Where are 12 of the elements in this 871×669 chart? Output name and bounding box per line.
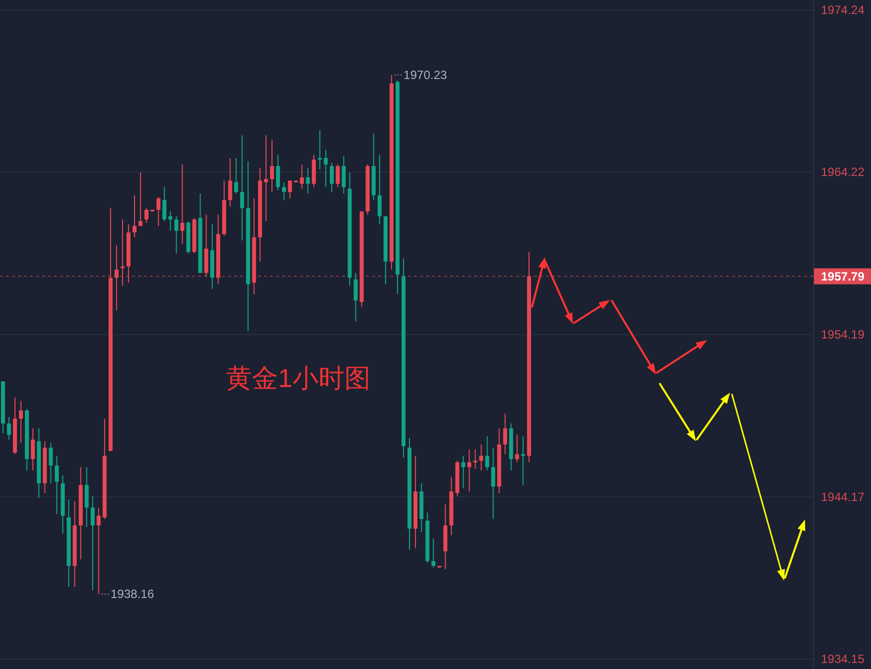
annotation: 1970.23 [404,68,448,82]
annotation: 黄金1小时图 [226,363,370,393]
annotation: 1938.16 [101,587,154,602]
y-tick-label: 1954.19 [821,328,865,342]
ref-line-label: 1957.79 [821,269,865,284]
y-tick-label: 1944.17 [821,490,865,504]
y-tick-label: 1934.15 [821,652,865,666]
ref-line: 1957.79 [0,268,871,284]
y-tick-label: 1974.24 [821,3,865,17]
annotation: 1970.23 [394,68,447,82]
y-tick-label: 1964.22 [821,165,865,180]
annotation: 1938.16 [110,587,154,602]
